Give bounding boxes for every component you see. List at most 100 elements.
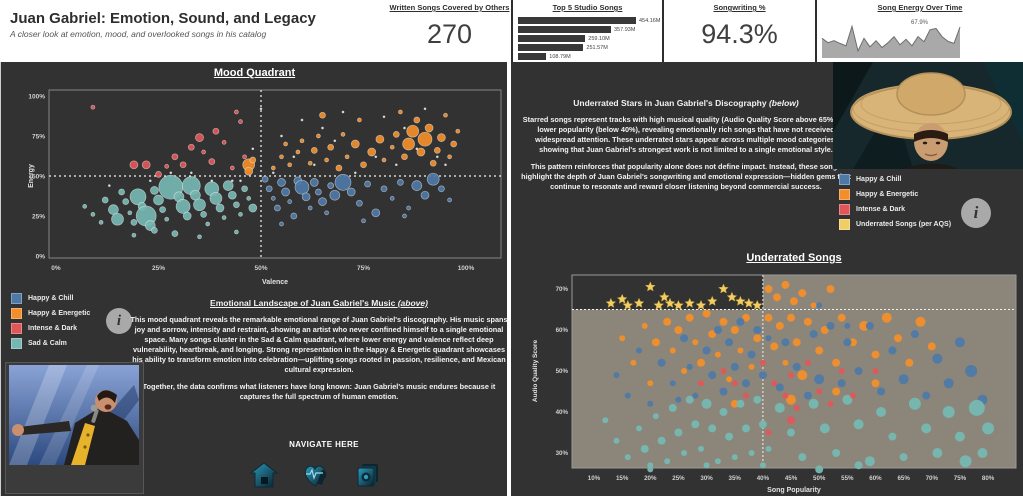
svg-text:50%: 50% bbox=[813, 475, 826, 482]
heading-main: Emotional Landscape of Juan Gabriel's Mu… bbox=[210, 298, 398, 308]
mood-legend: Happy & Chill Happy & Energetic Intense & … bbox=[11, 293, 90, 353]
legend-label: Happy & Energetic bbox=[28, 310, 91, 317]
svg-text:25%: 25% bbox=[32, 214, 45, 221]
kpi-covered-label: Written Songs Covered by Others bbox=[389, 3, 510, 12]
legend-label: Sad & Calm bbox=[28, 340, 67, 347]
body-text: Starred songs represent tracks with high… bbox=[522, 115, 850, 155]
legend-item-calm[interactable]: Sad & Calm bbox=[11, 338, 90, 349]
svg-text:40%: 40% bbox=[556, 409, 569, 416]
svg-text:70%: 70% bbox=[926, 475, 939, 482]
mood-quadrant-scatter[interactable]: 100% 75% 50% 25% 0% 0% 25% 50% 75% 100% Valence Ene… bbox=[1, 84, 508, 292]
svg-text:20%: 20% bbox=[644, 475, 657, 482]
legend-label: Happy & Chill bbox=[856, 176, 902, 183]
svg-text:50%: 50% bbox=[556, 368, 569, 375]
legend-item-chill[interactable]: Happy & Chill bbox=[11, 293, 90, 304]
legend-item-energetic[interactable]: Happy & Energetic bbox=[839, 189, 951, 200]
legend-item-energetic[interactable]: Happy & Energetic bbox=[11, 308, 90, 319]
svg-text:40%: 40% bbox=[757, 475, 770, 482]
studio-song-bar[interactable]: 251.57M bbox=[518, 43, 662, 52]
kpi-songwriting-label: Songwriting % bbox=[713, 3, 766, 12]
top5-bar-chart[interactable]: 454.16M 357.93M 259.10M 251.57M 108.79M bbox=[518, 16, 662, 61]
svg-text:30%: 30% bbox=[556, 450, 569, 457]
svg-text:Audio Quality Score: Audio Quality Score bbox=[532, 340, 539, 403]
legend-swatch bbox=[11, 293, 22, 304]
legend-label: Happy & Chill bbox=[28, 295, 74, 302]
energy-area-chart[interactable]: 67.9% bbox=[821, 15, 961, 59]
page-title: Juan Gabriel: Emotion, Sound, and Legacy bbox=[10, 10, 316, 27]
legend-swatch bbox=[11, 323, 22, 334]
body-text: This pattern reinforces that popularity … bbox=[521, 162, 851, 192]
photo-juan-gabriel-sombrero bbox=[833, 62, 1023, 169]
svg-text:0%: 0% bbox=[36, 254, 46, 261]
svg-text:75%: 75% bbox=[954, 475, 967, 482]
kpi-top5-songs: Top 5 Studio Songs 454.16M 357.93M 259.10M… bbox=[511, 0, 662, 62]
svg-text:100%: 100% bbox=[28, 94, 45, 101]
underrated-text-block: Underrated Stars in Juan Gabriel's Disco… bbox=[520, 98, 852, 192]
underrated-panel: Underrated Stars in Juan Gabriel's Disco… bbox=[511, 62, 1023, 496]
page-subtitle: A closer look at emotion, mood, and over… bbox=[10, 29, 267, 39]
home-icon[interactable] bbox=[249, 460, 279, 490]
kpi-top5-label: Top 5 Studio Songs bbox=[552, 3, 623, 12]
svg-text:35%: 35% bbox=[729, 475, 742, 482]
legend-label: Intense & Dark bbox=[28, 325, 78, 332]
legend-label: Underrated Songs (per AQS) bbox=[856, 221, 952, 228]
bar-value-label: 251.57M bbox=[586, 44, 608, 51]
underrated-text-heading: Underrated Stars in Juan Gabriel's Disco… bbox=[520, 98, 852, 108]
svg-text:50%: 50% bbox=[254, 265, 267, 272]
svg-text:67.9%: 67.9% bbox=[911, 20, 929, 26]
heading-main: Underrated Stars in Juan Gabriel's Disco… bbox=[573, 98, 769, 108]
svg-text:25%: 25% bbox=[672, 475, 685, 482]
legend-label: Happy & Energetic bbox=[856, 191, 919, 198]
mood-text-block: Emotional Landscape of Juan Gabriel's Mu… bbox=[129, 298, 509, 403]
svg-text:30%: 30% bbox=[700, 475, 713, 482]
kpi-energy-label: Song Energy Over Time bbox=[877, 3, 963, 12]
legend-swatch bbox=[839, 174, 850, 185]
mind-heart-icon[interactable] bbox=[301, 460, 331, 490]
svg-text:75%: 75% bbox=[32, 134, 45, 141]
legend-label: Intense & Dark bbox=[856, 206, 906, 213]
svg-text:75%: 75% bbox=[357, 265, 370, 272]
mood-chart-title: Mood Quadrant bbox=[213, 67, 296, 79]
svg-text:Valence: Valence bbox=[262, 279, 288, 286]
bar-value-label: 259.10M bbox=[588, 35, 610, 42]
svg-text:55%: 55% bbox=[841, 475, 854, 482]
body-text: Together, the data confirms what listene… bbox=[142, 382, 496, 402]
svg-text:15%: 15% bbox=[616, 475, 629, 482]
info-glyph: i bbox=[973, 203, 979, 222]
bar-value-label: 108.79M bbox=[549, 53, 571, 60]
mood-paragraphs: This mood quadrant reveals the remarkabl… bbox=[129, 315, 509, 403]
svg-text:Song Popularity: Song Popularity bbox=[767, 487, 821, 494]
bar-value-label: 454.16M bbox=[639, 17, 661, 24]
gallery-icon[interactable] bbox=[353, 460, 383, 490]
legend-item-dark[interactable]: Intense & Dark bbox=[11, 323, 90, 334]
kpi-energy-over-time: Song Energy Over Time 67.9% bbox=[815, 0, 1023, 62]
legend-item-gold[interactable]: Underrated Songs (per AQS) bbox=[839, 219, 951, 230]
svg-text:70%: 70% bbox=[556, 286, 569, 293]
sombrero-photo-art bbox=[833, 62, 1023, 169]
kpi-songwriting-value: 94.3% bbox=[701, 19, 778, 49]
studio-song-bar[interactable]: 454.16M bbox=[518, 16, 662, 25]
info-icon[interactable]: i bbox=[106, 308, 132, 334]
legend-item-chill[interactable]: Happy & Chill bbox=[839, 174, 951, 185]
body-text: This mood quadrant reveals the remarkabl… bbox=[130, 315, 508, 375]
studio-song-bar[interactable]: 108.79M bbox=[518, 52, 662, 61]
legend-item-dark[interactable]: Intense & Dark bbox=[839, 204, 951, 215]
svg-text:100%: 100% bbox=[458, 265, 475, 272]
mood-panel: Mood Quadrant 100% 75% 50% 25% 0% 0% 25% 50% 75%… bbox=[0, 62, 509, 496]
svg-text:0%: 0% bbox=[51, 265, 61, 272]
underrated-songs-scatter[interactable]: 70% 60% 50% 40% 30% 10% 15% 20% 25% 30% 35% 40% 45% 5… bbox=[511, 268, 1023, 496]
svg-text:65%: 65% bbox=[897, 475, 910, 482]
bar-value-label: 357.93M bbox=[614, 26, 636, 33]
legend-swatch bbox=[11, 308, 22, 319]
studio-song-bar[interactable]: 357.93M bbox=[518, 25, 662, 34]
heading-suffix: (above) bbox=[397, 298, 428, 308]
kpi-covered-value: 270 bbox=[426, 19, 473, 49]
kpi-covered-songs: Written Songs Covered by Others 270 bbox=[388, 0, 511, 62]
studio-song-bar[interactable]: 259.10M bbox=[518, 34, 662, 43]
svg-text:Energy: Energy bbox=[28, 164, 35, 188]
header: Juan Gabriel: Emotion, Sound, and Legacy… bbox=[0, 0, 1023, 62]
legend-swatch bbox=[839, 189, 850, 200]
legend-swatch bbox=[11, 338, 22, 349]
title-block: Juan Gabriel: Emotion, Sound, and Legacy… bbox=[0, 0, 388, 62]
info-icon[interactable]: i bbox=[961, 198, 991, 228]
